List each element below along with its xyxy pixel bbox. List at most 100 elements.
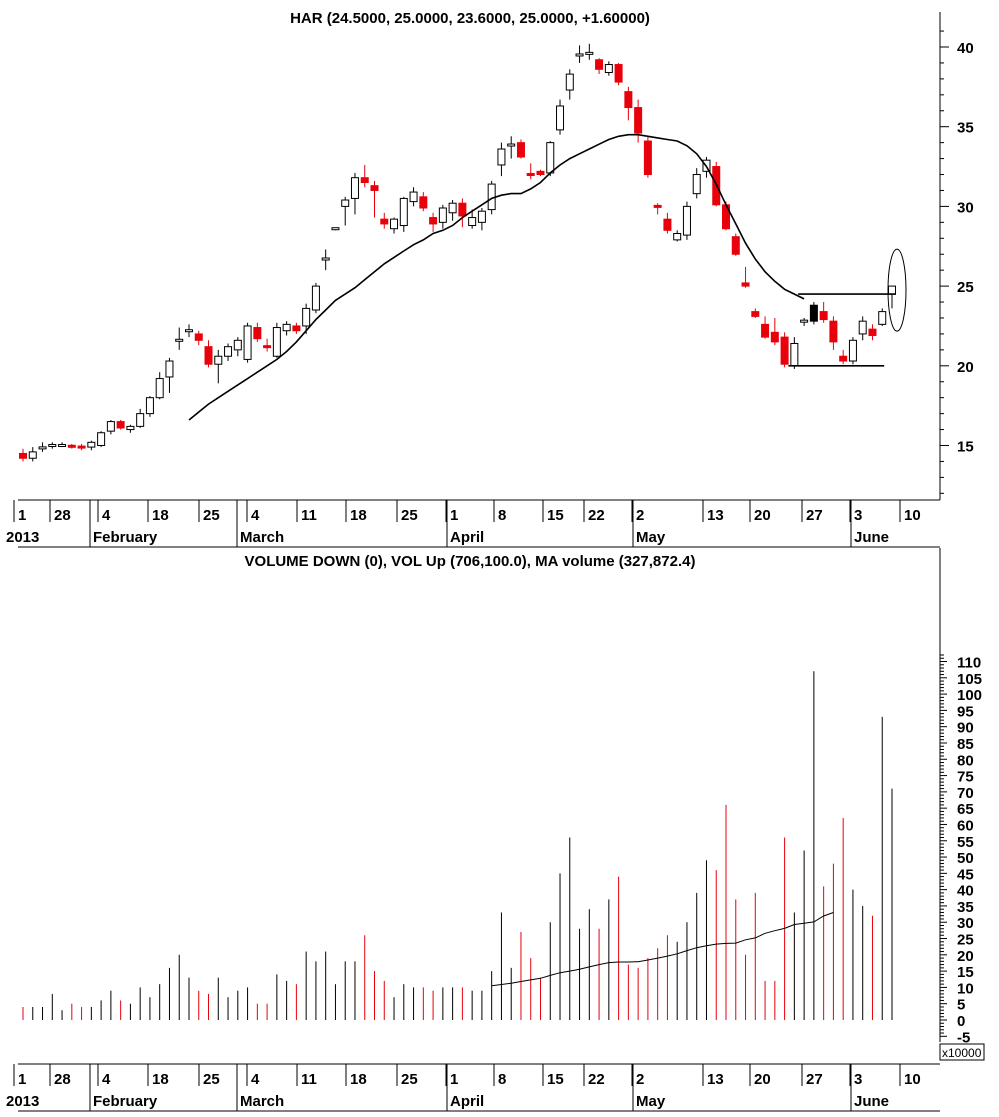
candle-body [370, 185, 379, 191]
price-day-label: 25 [401, 507, 418, 524]
price-day-label: 11 [301, 507, 317, 524]
candle-body [204, 346, 213, 365]
candle-body [38, 446, 47, 450]
candle-body [302, 307, 311, 327]
volume-day-label: 8 [498, 1071, 506, 1088]
volume-y-tick-label: 25 [957, 932, 974, 949]
candle-body [858, 320, 867, 335]
volume-y-tick-label: 50 [957, 850, 974, 867]
candle-body [272, 327, 281, 357]
candle-body [106, 421, 115, 432]
candle-body [516, 142, 525, 158]
volume-day-label: 18 [350, 1071, 367, 1088]
volume-y-tick-label: 35 [957, 899, 974, 916]
price-day-label: 10 [904, 507, 921, 524]
candle-body [585, 51, 594, 55]
volume-y-tick-label: 95 [957, 703, 974, 720]
candle-body [145, 397, 154, 415]
price-y-tick-label: 35 [957, 120, 974, 137]
volume-day-label: 10 [904, 1071, 921, 1088]
candle-body [497, 148, 506, 166]
price-day-label: 27 [806, 507, 823, 524]
volume-y-tick-label: 75 [957, 769, 974, 786]
volume-y-tick-label: 55 [957, 834, 974, 851]
price-day-label: 22 [588, 507, 605, 524]
volume-y-tick-label: 45 [957, 866, 974, 883]
candle-body [887, 285, 896, 295]
candle-body [546, 142, 555, 174]
price-day-label: 18 [350, 507, 367, 524]
volume-day-label: 20 [754, 1071, 771, 1088]
candle-body [526, 173, 535, 177]
candle-body [311, 285, 320, 311]
candle-body [175, 338, 184, 342]
candle-body [194, 333, 203, 341]
price-day-label: 18 [152, 507, 169, 524]
candle-body [536, 170, 545, 176]
volume-day-label: 28 [54, 1071, 71, 1088]
volume-y-tick-label: -5 [957, 1029, 970, 1046]
candle-body [604, 64, 613, 74]
price-month-label: 2013 [6, 529, 39, 546]
volume-y-tick-label: 5 [957, 997, 965, 1014]
candle-body [663, 218, 672, 231]
candle-body [126, 425, 135, 431]
volume-day-label: 13 [707, 1071, 724, 1088]
volume-day-label: 4 [102, 1071, 111, 1088]
candle-body [643, 140, 652, 176]
volume-y-tick-label: 60 [957, 817, 974, 834]
price-day-label: 20 [754, 507, 771, 524]
candle-body [214, 355, 223, 365]
candle-body [58, 444, 67, 447]
candle-body [224, 346, 233, 357]
candle-body [243, 325, 252, 360]
volume-day-label: 25 [401, 1071, 418, 1088]
volume-month-label: June [854, 1093, 889, 1110]
candle-body [839, 355, 848, 362]
price-y-tick-label: 25 [957, 279, 974, 296]
candle-body [800, 319, 809, 323]
volume-day-label: 11 [301, 1071, 317, 1088]
candle-body [28, 451, 37, 459]
candle-body [614, 64, 623, 83]
price-month-label: February [93, 529, 158, 546]
candle-body [682, 205, 691, 236]
volume-day-label: 2 [636, 1071, 644, 1088]
volume-day-label: 3 [854, 1071, 862, 1088]
price-chart-title: HAR (24.5000, 25.0000, 23.6000, 25.0000,… [290, 10, 650, 27]
candle-body [380, 218, 389, 225]
candle-body [282, 323, 291, 332]
price-day-label: 1 [18, 507, 26, 524]
candle-body [565, 73, 574, 91]
candle-body [741, 282, 750, 287]
volume-y-tick-label: 100 [957, 687, 982, 704]
candle-body [507, 143, 516, 147]
candle-body [331, 227, 340, 231]
candle-body [878, 311, 887, 325]
price-day-label: 25 [203, 507, 220, 524]
candle-body [468, 217, 477, 227]
volume-day-label: 1 [450, 1071, 458, 1088]
candle-body [184, 329, 193, 333]
candle-body [458, 202, 467, 217]
candle-body [673, 232, 682, 241]
price-month-label: June [854, 529, 889, 546]
candle-body [751, 311, 760, 317]
price-moving-average-line [188, 133, 805, 421]
price-y-tick-label: 20 [957, 359, 974, 376]
candle-body [233, 339, 242, 351]
candle-body [624, 91, 633, 109]
candle-body [761, 323, 770, 338]
volume-y-tick-label: 15 [957, 964, 974, 981]
candle-body [829, 320, 838, 343]
candle-body [819, 311, 828, 321]
volume-day-label: 22 [588, 1071, 605, 1088]
volume-y-tick-label: 20 [957, 948, 974, 965]
candle-body [350, 177, 359, 199]
candle-body [341, 199, 350, 207]
candle-body [48, 444, 57, 447]
candle-body [116, 421, 125, 429]
price-day-label: 2 [636, 507, 644, 524]
candle-body [419, 196, 428, 209]
